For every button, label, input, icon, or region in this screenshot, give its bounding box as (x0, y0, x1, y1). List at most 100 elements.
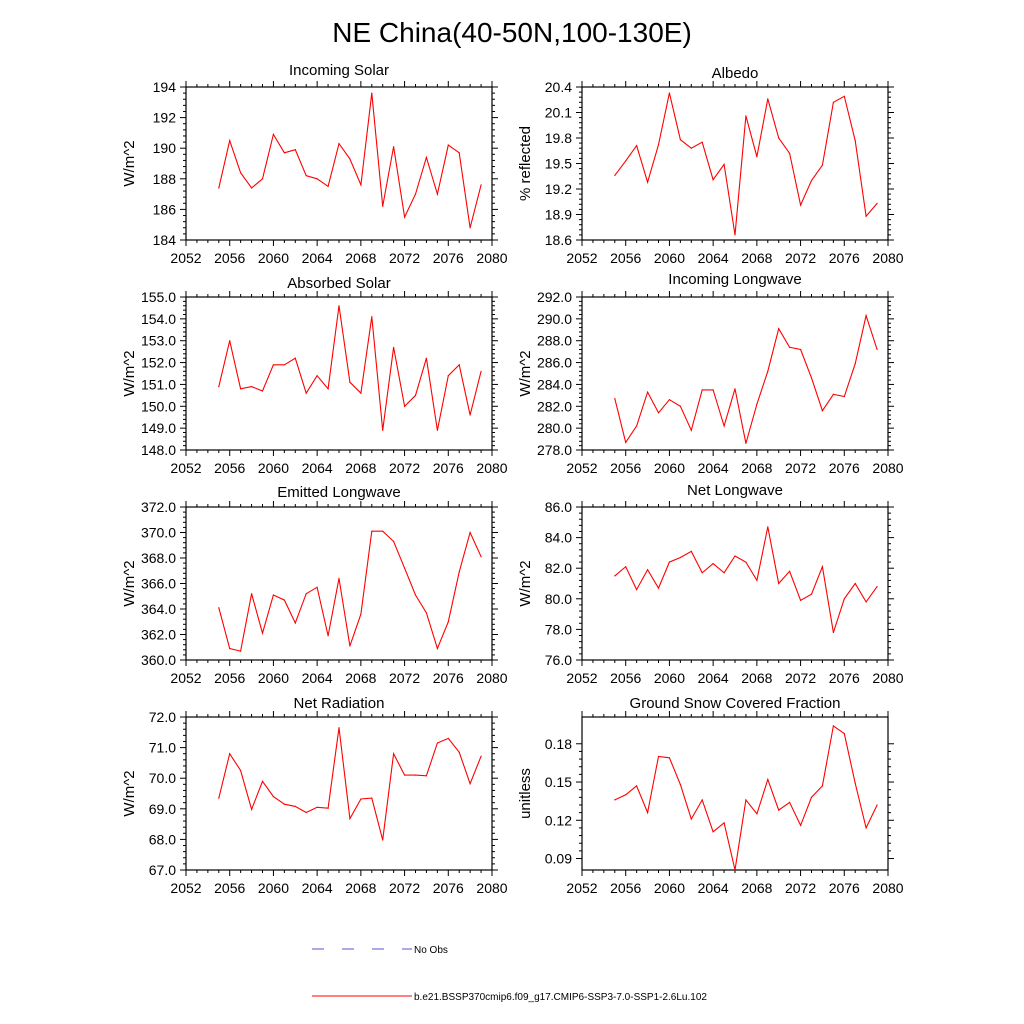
y-tick-label: 282.0 (537, 398, 572, 414)
data-point (349, 818, 351, 820)
x-tick-label: 2052 (566, 460, 597, 476)
data-point (876, 348, 878, 351)
data-point (425, 775, 427, 777)
data-point (767, 98, 769, 100)
data-point (316, 375, 318, 377)
x-tick-label: 2056 (610, 250, 641, 266)
panel-2: Albedo % reflected 2052 2056 2060 2064 2068 207… (517, 65, 904, 266)
panel-8: Ground Snow Covered Fraction unitless 2052… (517, 695, 904, 896)
data-point (756, 156, 758, 158)
x-tick-label: 2056 (214, 880, 245, 896)
y-tick-label: 290.0 (537, 311, 572, 327)
data-point (832, 393, 835, 395)
data-point (469, 531, 471, 534)
data-point (229, 340, 231, 342)
x-tick-label: 2076 (433, 880, 464, 896)
data-point (668, 757, 671, 759)
x-tick-label: 2060 (258, 670, 289, 686)
x-tick-label: 2060 (654, 670, 685, 686)
x-tick-label: 2068 (741, 460, 772, 476)
x-tick-label: 2076 (433, 250, 464, 266)
x-tick-label: 2064 (698, 250, 729, 266)
data-point (865, 315, 867, 317)
x-tick-label: 2052 (566, 670, 597, 686)
data-point (767, 526, 769, 528)
data-point (865, 827, 867, 829)
data-point (647, 391, 649, 393)
data-point (625, 794, 627, 796)
data-point (371, 530, 373, 532)
x-tick-label: 2072 (389, 250, 420, 266)
data-point (614, 799, 616, 801)
data-point (414, 774, 417, 776)
x-tick-label: 2068 (345, 670, 376, 686)
x-tick-label: 2052 (566, 880, 597, 896)
legend-obs-label: No Obs (414, 945, 448, 956)
x-tick-label: 2068 (345, 460, 376, 476)
x-tick-label: 2068 (741, 880, 772, 896)
data-point (854, 140, 856, 142)
data-point (349, 381, 351, 383)
y-tick-label: 20.1 (545, 105, 572, 121)
panel-title: Ground Snow Covered Fraction (630, 695, 841, 712)
data-point (229, 647, 231, 650)
data-point (712, 831, 714, 833)
data-point (690, 550, 692, 553)
y-axis-label: % reflected (517, 126, 534, 201)
data-point (447, 621, 449, 623)
data-point (480, 755, 482, 757)
data-point (294, 805, 296, 808)
x-tick-label: 2064 (302, 250, 333, 266)
x-tick-label: 2056 (214, 670, 245, 686)
data-point (283, 364, 285, 366)
x-tick-label: 2052 (170, 670, 201, 686)
x-tick-label: 2060 (654, 460, 685, 476)
y-tick-label: 192 (153, 110, 177, 126)
data-point (261, 780, 264, 782)
y-tick-label: 284.0 (537, 376, 572, 392)
x-tick-label: 2056 (214, 250, 245, 266)
data-point (393, 346, 395, 348)
x-tick-label: 2056 (610, 460, 641, 476)
x-tick-label: 2052 (170, 460, 201, 476)
data-point (404, 216, 406, 218)
data-point (679, 556, 682, 559)
x-tick-label: 2076 (829, 250, 860, 266)
y-tick-label: 80.0 (545, 591, 572, 607)
x-tick-label: 2072 (785, 880, 816, 896)
y-tick-label: 71.0 (149, 740, 176, 756)
data-point (458, 364, 460, 366)
data-point (756, 579, 758, 582)
x-tick-label: 2080 (476, 460, 507, 476)
x-tick-label: 2076 (829, 460, 860, 476)
panel-title: Net Longwave (687, 482, 783, 499)
series-line (218, 530, 482, 652)
x-tick-label: 2068 (741, 670, 772, 686)
data-point (668, 399, 671, 401)
data-point (789, 570, 791, 572)
data-point (679, 784, 682, 786)
data-point (832, 725, 835, 727)
data-point (636, 785, 638, 787)
data-point (371, 316, 373, 318)
data-point (404, 774, 406, 776)
data-point (261, 632, 264, 634)
data-point (447, 375, 449, 377)
y-tick-label: 280.0 (537, 420, 572, 436)
data-point (447, 737, 449, 740)
data-point (767, 778, 769, 781)
series-line (218, 93, 482, 228)
data-point (305, 593, 307, 595)
data-point (360, 798, 362, 800)
data-point (425, 357, 427, 359)
data-point (767, 370, 769, 372)
data-point (745, 561, 747, 563)
data-point (338, 727, 340, 729)
x-tick-label: 2060 (654, 250, 685, 266)
y-tick-label: 152.0 (141, 355, 176, 371)
data-point (382, 429, 384, 431)
data-point (240, 388, 242, 390)
data-point (657, 587, 660, 589)
data-point (657, 412, 660, 414)
series-line (614, 92, 878, 235)
